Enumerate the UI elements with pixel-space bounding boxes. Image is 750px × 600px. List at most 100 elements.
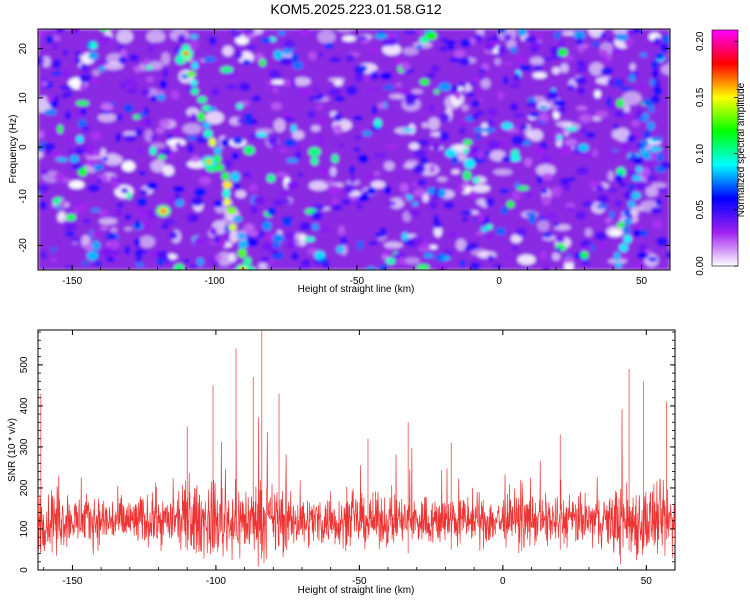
- heatmap-cell: [70, 29, 80, 35]
- heatmap-cell: [259, 58, 266, 67]
- heatmap-cell: [317, 116, 324, 127]
- heatmap-ridge-cell: [650, 95, 661, 105]
- heatmap-cell: [150, 135, 157, 140]
- heatmap-cell: [533, 64, 542, 71]
- heatmap-cell: [99, 209, 108, 217]
- heatmap-cell: [90, 208, 101, 213]
- heatmap-ridge-cell: [624, 217, 632, 226]
- heatmap-cell: [542, 264, 550, 270]
- heatmap-cell: [551, 186, 562, 197]
- heatmap-cell: [71, 162, 83, 170]
- heatmap-cell: [109, 241, 119, 251]
- heatmap-cell: [613, 124, 619, 129]
- heatmap-cell: [248, 183, 258, 192]
- heatmap-ridge-cell: [635, 165, 643, 173]
- colorbar-tick-label: 0.15: [695, 87, 706, 107]
- heatmap-cell: [649, 146, 662, 152]
- heatmap-cell: [537, 220, 550, 232]
- heatmap-ridge-cell: [202, 121, 211, 129]
- heatmap-cell: [138, 171, 146, 176]
- heatmap-cell: [557, 48, 568, 57]
- heatmap-cell: [528, 214, 536, 225]
- heatmap-cell: [370, 70, 379, 81]
- heatmap-cell: [489, 150, 506, 162]
- heatmap-cell: [555, 247, 562, 253]
- heatmap-cell: [608, 229, 622, 236]
- heatmap-cell: [460, 38, 471, 48]
- heatmap-cell: [402, 128, 415, 132]
- heatmap-cell: [554, 31, 561, 40]
- heatmap-cell: [81, 261, 89, 266]
- heatmap-cell: [651, 182, 667, 188]
- heatmap-cell: [416, 44, 423, 50]
- heatmap-cell: [310, 125, 321, 132]
- heatmap-cell: [299, 29, 310, 36]
- heatmap-cell: [451, 85, 459, 92]
- heatmap-cell: [541, 173, 554, 181]
- heatmap-cell: [475, 87, 483, 92]
- heatmap-cell: [518, 29, 527, 37]
- heatmap-cell: [294, 143, 302, 151]
- heatmap-cell: [552, 67, 561, 75]
- y-tick-label: 0: [19, 567, 30, 573]
- heatmap-cell: [609, 210, 615, 220]
- heatmap-cell: [656, 236, 668, 247]
- heatmap-cell: [97, 113, 117, 123]
- heatmap-cell: [535, 31, 543, 42]
- spectrogram-heatmap: [38, 29, 670, 270]
- heatmap-cell: [539, 216, 545, 221]
- heatmap-cell: [592, 148, 598, 158]
- heatmap-cell: [157, 154, 166, 160]
- heatmap-cell: [65, 213, 76, 221]
- heatmap-ridge-cell: [615, 262, 622, 269]
- heatmap-cell: [188, 40, 200, 51]
- heatmap-cell: [196, 257, 204, 267]
- heatmap-cell: [516, 186, 529, 191]
- heatmap-cell: [290, 124, 297, 133]
- heatmap-cell: [117, 45, 125, 50]
- heatmap-cell: [354, 135, 362, 141]
- heatmap-cell: [580, 128, 586, 133]
- heatmap-cell: [581, 261, 591, 266]
- spectrogram-y-label: Frequency (Hz): [8, 115, 19, 184]
- heatmap-cell: [448, 57, 461, 62]
- heatmap-cell: [232, 136, 243, 145]
- heatmap-cell: [247, 45, 257, 50]
- heatmap-cell: [539, 105, 549, 110]
- heatmap-ridge-cell: [202, 105, 211, 112]
- heatmap-cell: [160, 224, 170, 230]
- heatmap-cell: [369, 47, 379, 55]
- heatmap-cell: [461, 104, 469, 112]
- heatmap-cell: [626, 29, 633, 36]
- heatmap-cell: [584, 228, 593, 237]
- heatmap-cell: [261, 256, 270, 263]
- heatmap-cell: [97, 60, 109, 65]
- heatmap-cell: [163, 219, 176, 226]
- heatmap-ridge-cell: [186, 71, 196, 78]
- heatmap-cell: [383, 84, 395, 91]
- heatmap-cell: [568, 84, 575, 91]
- heatmap-cell: [414, 149, 426, 158]
- heatmap-cell: [346, 85, 358, 96]
- heatmap-ridge-cell: [197, 111, 205, 122]
- heatmap-cell: [302, 259, 310, 265]
- heatmap-cell: [475, 133, 481, 141]
- heatmap-ridge-cell: [643, 129, 651, 140]
- heatmap-cell: [493, 169, 513, 176]
- heatmap-cell: [293, 77, 311, 86]
- heatmap-cell: [292, 130, 305, 140]
- heatmap-cell: [558, 105, 567, 114]
- heatmap-cell: [460, 210, 473, 215]
- heatmap-cell: [648, 256, 658, 262]
- heatmap-cell: [231, 152, 239, 160]
- heatmap-cell: [454, 92, 461, 100]
- heatmap-cell: [656, 153, 664, 162]
- heatmap-cell: [532, 72, 547, 79]
- heatmap-ridge-cell: [649, 79, 656, 86]
- heatmap-cell: [498, 48, 506, 56]
- heatmap-cell: [106, 256, 116, 263]
- heatmap-cell: [224, 225, 231, 232]
- heatmap-cell: [386, 33, 399, 39]
- heatmap-cell: [156, 94, 166, 101]
- heatmap-cell: [150, 159, 166, 173]
